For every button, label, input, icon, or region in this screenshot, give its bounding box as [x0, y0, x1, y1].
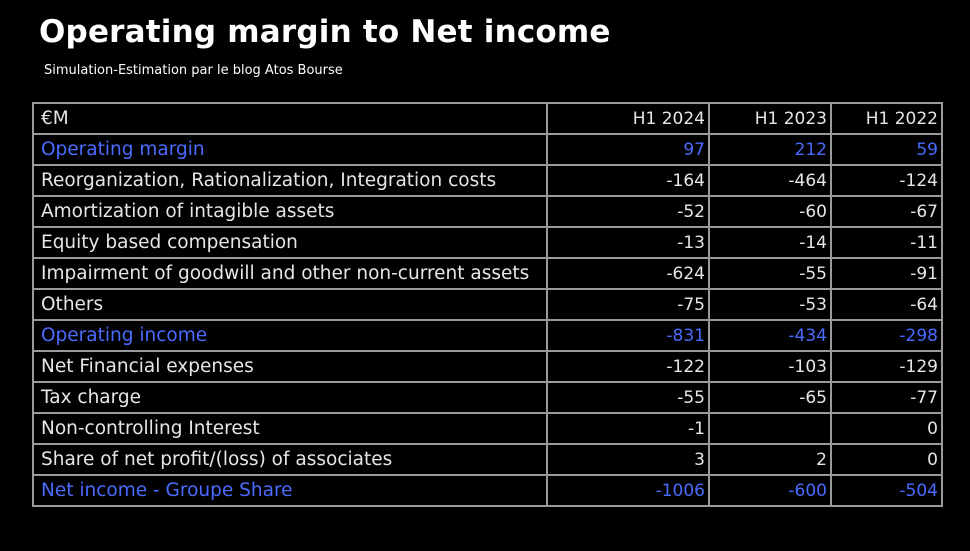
row-label: Tax charge — [32, 381, 548, 414]
row-value-h1-2023: -434 — [708, 319, 832, 352]
row-value-h1-2023: -600 — [708, 474, 832, 507]
table-header-row: €M H1 2024 H1 2023 H1 2022 — [32, 102, 943, 135]
row-value-h1-2024: 97 — [546, 133, 710, 166]
row-label: Impairment of goodwill and other non-cur… — [32, 257, 548, 290]
page-subtitle: Simulation-Estimation par le blog Atos B… — [44, 63, 343, 78]
row-value-h1-2022: -11 — [830, 226, 943, 259]
row-value-h1-2024: -1 — [546, 412, 710, 445]
row-label: Net Financial expenses — [32, 350, 548, 383]
table-row: Net Financial expenses -122 -103 -129 — [32, 350, 943, 383]
row-value-h1-2024: -831 — [546, 319, 710, 352]
table-row: Net income - Groupe Share -1006 -600 -504 — [32, 474, 943, 507]
table-row: Operating margin 97 212 59 — [32, 133, 943, 166]
row-value-h1-2023: -464 — [708, 164, 832, 197]
row-value-h1-2023: -55 — [708, 257, 832, 290]
table-row: Operating income -831 -434 -298 — [32, 319, 943, 352]
row-label: Share of net profit/(loss) of associates — [32, 443, 548, 476]
row-value-h1-2022: 0 — [830, 412, 943, 445]
table-row: Tax charge -55 -65 -77 — [32, 381, 943, 414]
row-label: Operating income — [32, 319, 548, 352]
row-value-h1-2023: -60 — [708, 195, 832, 228]
table-row: Others -75 -53 -64 — [32, 288, 943, 321]
table-row: Reorganization, Rationalization, Integra… — [32, 164, 943, 197]
table-row: Equity based compensation -13 -14 -11 — [32, 226, 943, 259]
row-value-h1-2022: -124 — [830, 164, 943, 197]
row-value-h1-2023: -53 — [708, 288, 832, 321]
row-value-h1-2023: -14 — [708, 226, 832, 259]
row-label: Equity based compensation — [32, 226, 548, 259]
table-row: Impairment of goodwill and other non-cur… — [32, 257, 943, 290]
row-value-h1-2024: -13 — [546, 226, 710, 259]
row-value-h1-2024: 3 — [546, 443, 710, 476]
row-value-h1-2023: 2 — [708, 443, 832, 476]
table-row: Non-controlling Interest -1 0 — [32, 412, 943, 445]
row-value-h1-2022: -504 — [830, 474, 943, 507]
table-row: Share of net profit/(loss) of associates… — [32, 443, 943, 476]
row-label: Others — [32, 288, 548, 321]
row-value-h1-2022: -77 — [830, 381, 943, 414]
row-value-h1-2022: -64 — [830, 288, 943, 321]
column-header-h1-2022: H1 2022 — [830, 102, 943, 135]
row-label: Amortization of intagible assets — [32, 195, 548, 228]
row-value-h1-2022: -67 — [830, 195, 943, 228]
row-value-h1-2023: -103 — [708, 350, 832, 383]
row-value-h1-2022: -129 — [830, 350, 943, 383]
row-value-h1-2024: -122 — [546, 350, 710, 383]
row-value-h1-2024: -52 — [546, 195, 710, 228]
row-value-h1-2022: -91 — [830, 257, 943, 290]
table-body: Operating margin 97 212 59 Reorganization, R… — [32, 133, 943, 507]
row-label: Non-controlling Interest — [32, 412, 548, 445]
row-value-h1-2022: 59 — [830, 133, 943, 166]
row-value-h1-2023 — [708, 412, 832, 445]
row-value-h1-2024: -1006 — [546, 474, 710, 507]
row-value-h1-2024: -75 — [546, 288, 710, 321]
table-row: Amortization of intagible assets -52 -60 -6… — [32, 195, 943, 228]
page-title: Operating margin to Net income — [39, 14, 611, 50]
row-value-h1-2024: -55 — [546, 381, 710, 414]
row-value-h1-2023: 212 — [708, 133, 832, 166]
row-value-h1-2023: -65 — [708, 381, 832, 414]
row-label: Reorganization, Rationalization, Integra… — [32, 164, 548, 197]
financial-table: €M H1 2024 H1 2023 H1 2022 Operating mar… — [32, 102, 943, 507]
column-header-h1-2024: H1 2024 — [546, 102, 710, 135]
column-header-unit: €M — [32, 102, 548, 135]
row-value-h1-2022: -298 — [830, 319, 943, 352]
row-label: Operating margin — [32, 133, 548, 166]
row-value-h1-2024: -164 — [546, 164, 710, 197]
column-header-h1-2023: H1 2023 — [708, 102, 832, 135]
row-value-h1-2024: -624 — [546, 257, 710, 290]
row-value-h1-2022: 0 — [830, 443, 943, 476]
row-label: Net income - Groupe Share — [32, 474, 548, 507]
